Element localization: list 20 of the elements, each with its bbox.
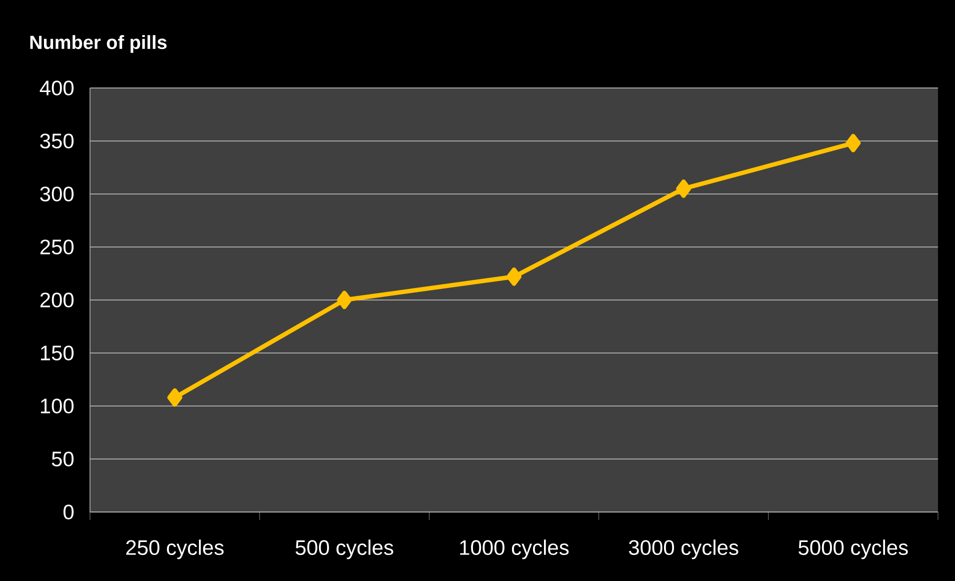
point xyxy=(846,134,861,152)
y-tick-label: 200 xyxy=(40,292,74,308)
x-tick-label: 500 cycles xyxy=(296,540,394,560)
y-tick-label: 100 xyxy=(40,398,74,414)
x-tick-label: 1000 cycles xyxy=(460,540,569,560)
y-tick-label: 400 xyxy=(40,80,74,96)
point xyxy=(336,290,352,310)
x-tick-label: 5000 cycles xyxy=(798,540,908,560)
y-tick-label: 350 xyxy=(40,134,74,148)
y-tick-label: 50 xyxy=(52,452,74,466)
y-tick-label: 0 xyxy=(64,504,74,520)
point xyxy=(676,179,692,198)
y-axis-title: Number of pills xyxy=(30,35,167,53)
y-tick-label: 300 xyxy=(40,186,74,202)
x-tick-label: 250 cycles xyxy=(126,540,224,560)
y-tick-label: 150 xyxy=(40,346,74,360)
y-tick-label: 250 xyxy=(40,240,74,254)
point xyxy=(506,267,522,286)
x-tick-label: 3000 cycles xyxy=(628,540,738,560)
point xyxy=(167,388,182,407)
